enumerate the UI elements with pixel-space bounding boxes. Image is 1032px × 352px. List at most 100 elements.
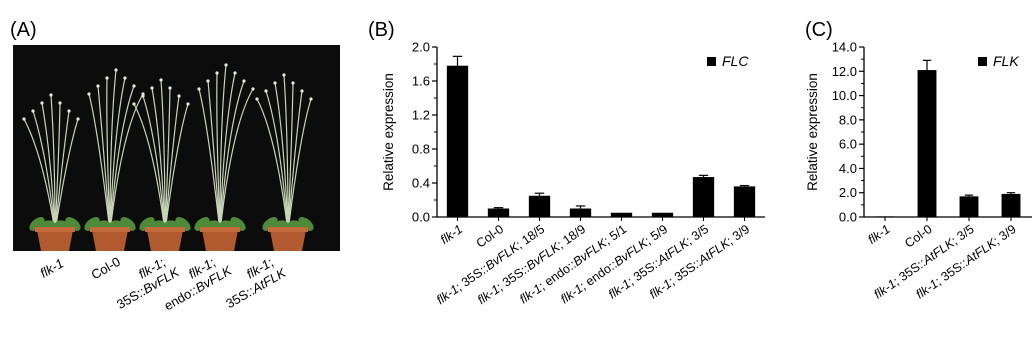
pot-rim: [35, 227, 75, 232]
panel-a: (A) flk-1 Col-0 flk-1;35S::BvFLK flk-1;endo…: [10, 19, 340, 313]
flower-pot: [270, 230, 306, 251]
chart-flc-legend-swatch: [707, 57, 716, 66]
plant-stem: [54, 118, 79, 233]
plant-stem: [32, 110, 56, 233]
plant-stem: [287, 82, 294, 233]
chart-flk-y-tick-label: 14.0: [832, 40, 857, 55]
flower-bud: [132, 84, 136, 88]
plant-stem: [164, 103, 189, 233]
flower-bud: [22, 117, 26, 121]
panel-a-label: (A): [10, 19, 37, 41]
plant-stem: [109, 85, 135, 233]
rosette-leaf: [84, 217, 100, 231]
plant-stem: [54, 102, 61, 233]
flower-bud: [96, 84, 100, 88]
flower-bud: [40, 101, 44, 105]
flower-bud: [255, 97, 259, 101]
chart-flc-category-label: Col-0: [474, 222, 507, 251]
flower-bud: [114, 68, 118, 72]
chart-flc-y-tick-label: 0.0: [412, 210, 430, 225]
flower-bud: [159, 78, 163, 82]
flower-bud: [87, 92, 91, 96]
plant-stem: [274, 82, 289, 233]
plant-stem: [219, 88, 254, 233]
plant-stem: [219, 64, 227, 233]
plant-stem: [133, 103, 166, 233]
rosette-leaf: [230, 217, 246, 231]
plant-stem: [283, 74, 289, 233]
plant-stem: [164, 95, 180, 233]
flower-bud: [105, 76, 109, 80]
chart-flk-y-tick-label: 2.0: [839, 185, 857, 200]
flower-bud: [233, 71, 237, 75]
chart-flk-y-tick-label: 8.0: [839, 112, 857, 127]
flower-pot: [202, 230, 238, 251]
flower-pot: [147, 230, 183, 251]
plant-stem: [41, 102, 56, 233]
plant: [22, 93, 81, 251]
chart-flc-bar: [692, 177, 715, 217]
flower-pot: [37, 230, 73, 251]
chart-flc-bar: [651, 212, 674, 217]
rosette-leaf: [65, 217, 81, 231]
plant-stem: [109, 77, 126, 233]
flower-bud: [123, 76, 127, 80]
chart-flk-y-tick-label: 6.0: [839, 137, 857, 152]
flower-bud: [49, 93, 53, 97]
flower-bud: [67, 109, 71, 113]
plant: [255, 73, 314, 251]
plant-stem: [164, 87, 171, 233]
flower-bud: [150, 86, 154, 90]
genotype-label-line1: Col-0: [89, 254, 123, 283]
plant-stem: [207, 80, 221, 233]
plant-stem: [216, 72, 221, 233]
plant-stem: [160, 79, 166, 233]
pot-rim: [200, 227, 240, 232]
plant-stem: [256, 98, 289, 233]
chart-flk-bar: [875, 216, 895, 218]
chart-flk-legend-swatch: [978, 57, 987, 66]
flower-bud: [282, 73, 286, 77]
plant: [84, 68, 145, 251]
flower-bud: [76, 117, 80, 121]
flower-bud: [264, 89, 268, 93]
plant-stem: [219, 72, 236, 233]
pot-rim: [268, 227, 308, 232]
flower-bud: [132, 102, 136, 106]
chart-flc-y-tick-label: 0.4: [412, 176, 430, 191]
chart-flc-bar: [446, 65, 469, 217]
plant-stem: [198, 88, 221, 233]
chart-flk-y-tick-label: 0.0: [839, 210, 857, 225]
chart-flk-y-tick-label: 12.0: [832, 64, 857, 79]
plant: [132, 78, 191, 251]
flower-bud: [186, 102, 190, 106]
flower-bud: [309, 97, 313, 101]
flower-bud: [215, 71, 219, 75]
rosette-leaf: [29, 217, 45, 231]
chart-flk-category-label: flk-1: [865, 222, 892, 247]
plant-stem: [23, 118, 56, 233]
plant-stem: [50, 94, 56, 233]
pot-rim: [90, 227, 130, 232]
chart-flc-bar: [733, 186, 756, 217]
rosette-leaf: [298, 217, 314, 231]
chart-flk: (C) 0.0 2.0 4.0 6.0 8.0 10.0 12.0 14.0 Relative …: [805, 19, 1032, 302]
plant-stem: [142, 95, 166, 233]
chart-flk-category-label: Col-0: [902, 222, 935, 251]
plant-stem: [97, 85, 111, 233]
flower-bud: [197, 87, 201, 91]
flower-bud: [291, 81, 295, 85]
rosette-leaf: [262, 217, 278, 231]
plant-stem: [88, 93, 111, 233]
chart-flk-panel-label: (C): [805, 19, 833, 41]
plant-stem: [287, 98, 312, 233]
rosette-leaf: [139, 217, 155, 231]
flower-bud: [251, 87, 255, 91]
chart-flk-bar: [959, 196, 979, 217]
rosette-leaf: [120, 217, 136, 231]
plant-stem: [219, 80, 245, 233]
chart-flc-panel-label: (B): [368, 19, 395, 41]
flower-bud: [242, 79, 246, 83]
pot-rim: [145, 227, 185, 232]
